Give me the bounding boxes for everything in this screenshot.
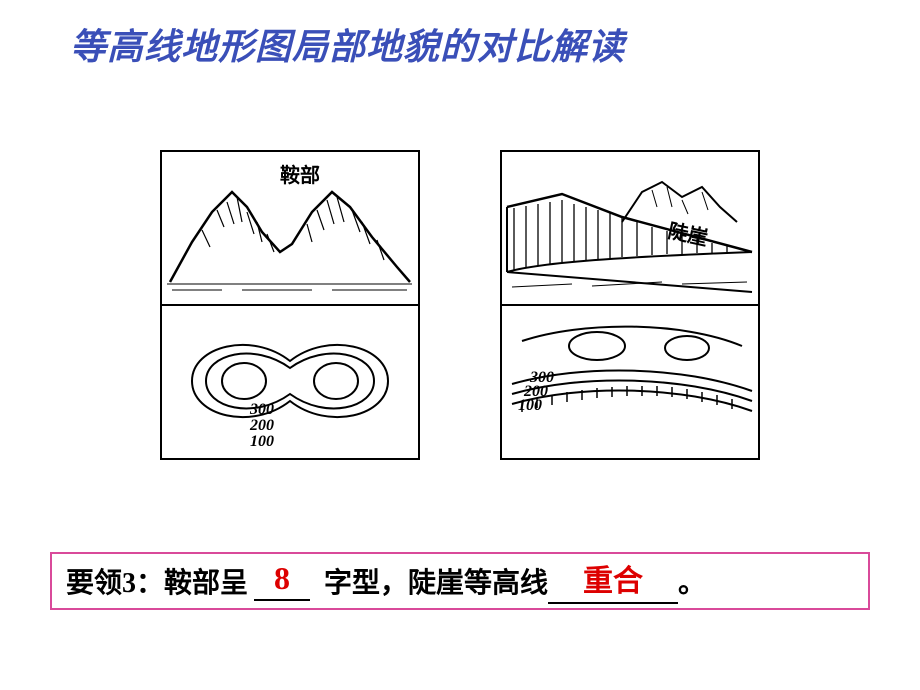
saddle-contour: 300 200 100 (162, 306, 418, 458)
diagram-cliff: 陡崖 (500, 150, 760, 460)
diagram-saddle: 鞍部 300 200 100 (160, 150, 420, 460)
contour-100: 100 (250, 433, 274, 450)
page-title: 等高线地形图局部地貌的对比解读 (70, 18, 625, 70)
summary-mid: 字型，陡崖等高线 (324, 561, 548, 601)
saddle-upper-label: 鞍部 (280, 163, 320, 187)
cliff-upper-label: 陡崖 (666, 218, 710, 250)
saddle-perspective: 鞍部 (162, 152, 418, 306)
cliff-contour: 300 200 100 (502, 306, 758, 458)
summary-prefix: 要领3：鞍部呈 (66, 561, 248, 601)
contour-300: 300 (249, 401, 274, 418)
contour-200: 200 (249, 417, 274, 434)
diagram-row: 鞍部 300 200 100 (0, 150, 920, 460)
answer-2: 重合 (583, 565, 643, 598)
cliff-contour-100: 100 (518, 397, 542, 414)
summary-suffix: 。 (678, 561, 706, 601)
answer-1: 8 (274, 560, 290, 596)
summary-box: 要领3：鞍部呈 8 字型，陡崖等高线 重合 。 (50, 552, 870, 610)
cliff-perspective: 陡崖 (502, 152, 758, 306)
